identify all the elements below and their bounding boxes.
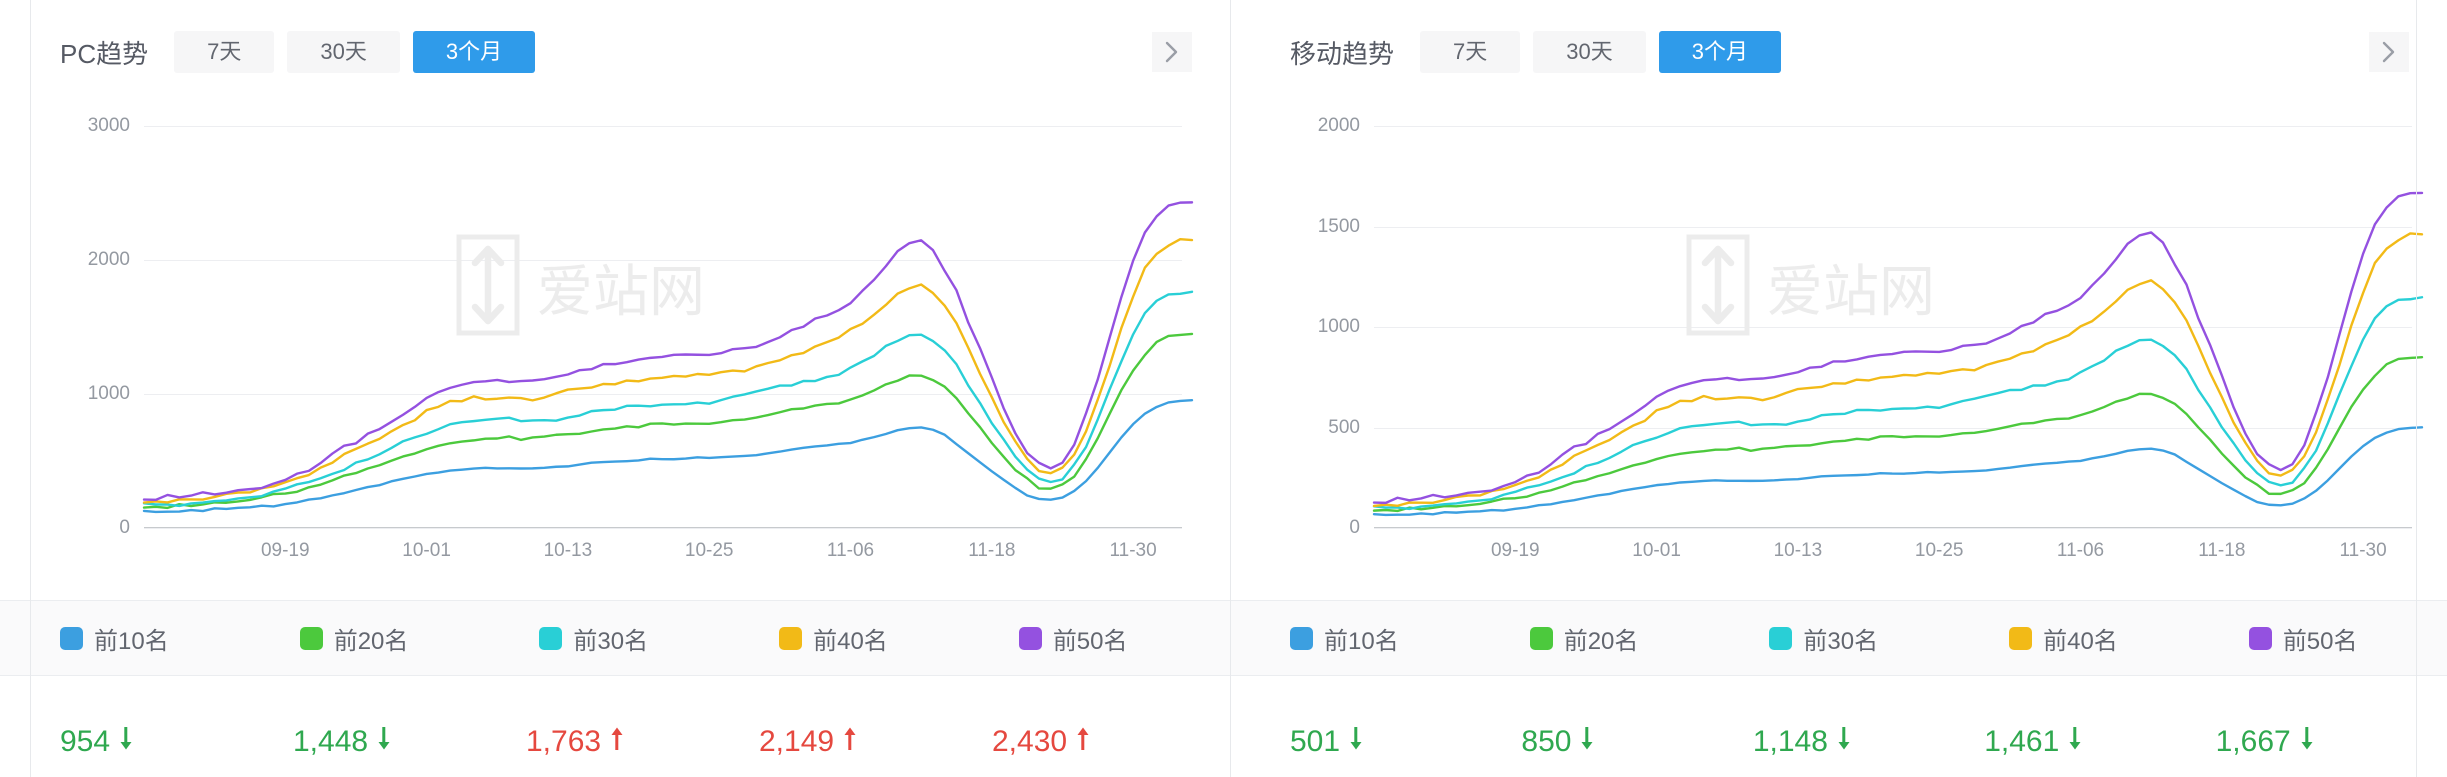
svg-text:爱站网: 爱站网 (537, 260, 705, 323)
svg-text:爱站网: 爱站网 (1767, 260, 1935, 323)
